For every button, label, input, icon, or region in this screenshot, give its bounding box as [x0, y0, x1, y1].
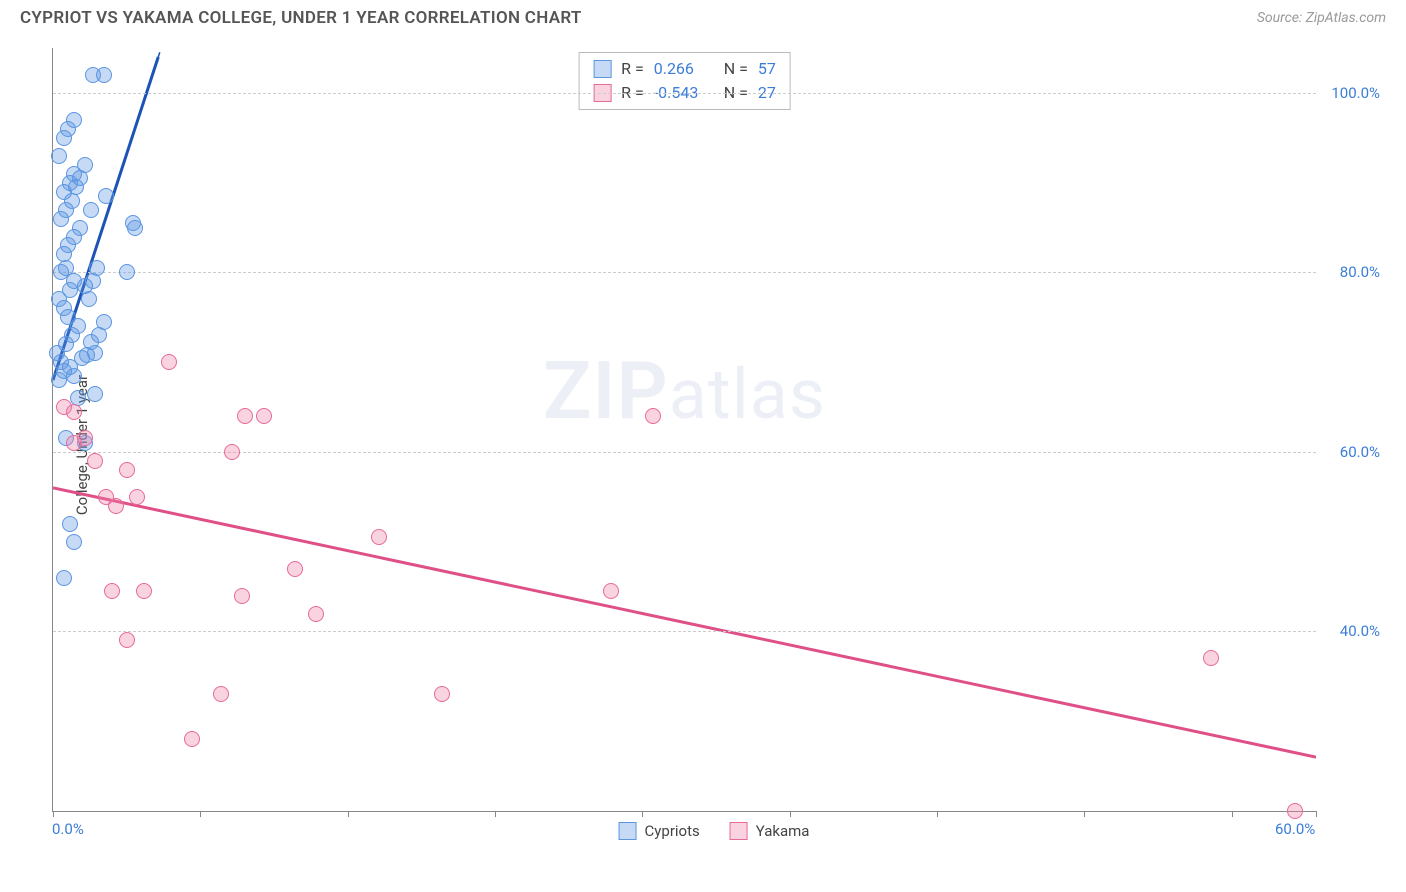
y-tick-labels: 40.0% 60.0% 80.0% 100.0% [42, 48, 1386, 812]
chart-area: College, Under 1 year ZIPatlas R =0.266N… [42, 48, 1386, 842]
x-tick-label: 60.0% [1275, 820, 1315, 838]
series-name: Yakama [756, 822, 810, 840]
source-attribution: Source: ZipAtlas.com [1257, 10, 1386, 26]
legend-swatch [619, 822, 637, 840]
y-tick-label: 100.0% [1331, 84, 1380, 102]
chart-header: CYPRIOT VS YAKAMA COLLEGE, UNDER 1 YEAR … [0, 0, 1406, 32]
legend-swatch [730, 822, 748, 840]
series-legend-item: Yakama [730, 822, 810, 840]
series-name: Cypriots [645, 822, 700, 840]
series-legend: Cypriots Yakama [619, 822, 810, 840]
y-tick-label: 80.0% [1340, 263, 1380, 281]
x-tick-label: 0.0% [52, 820, 84, 838]
chart-title: CYPRIOT VS YAKAMA COLLEGE, UNDER 1 YEAR … [20, 8, 582, 28]
y-tick-label: 40.0% [1340, 622, 1380, 640]
y-tick-label: 60.0% [1340, 443, 1380, 461]
series-legend-item: Cypriots [619, 822, 700, 840]
